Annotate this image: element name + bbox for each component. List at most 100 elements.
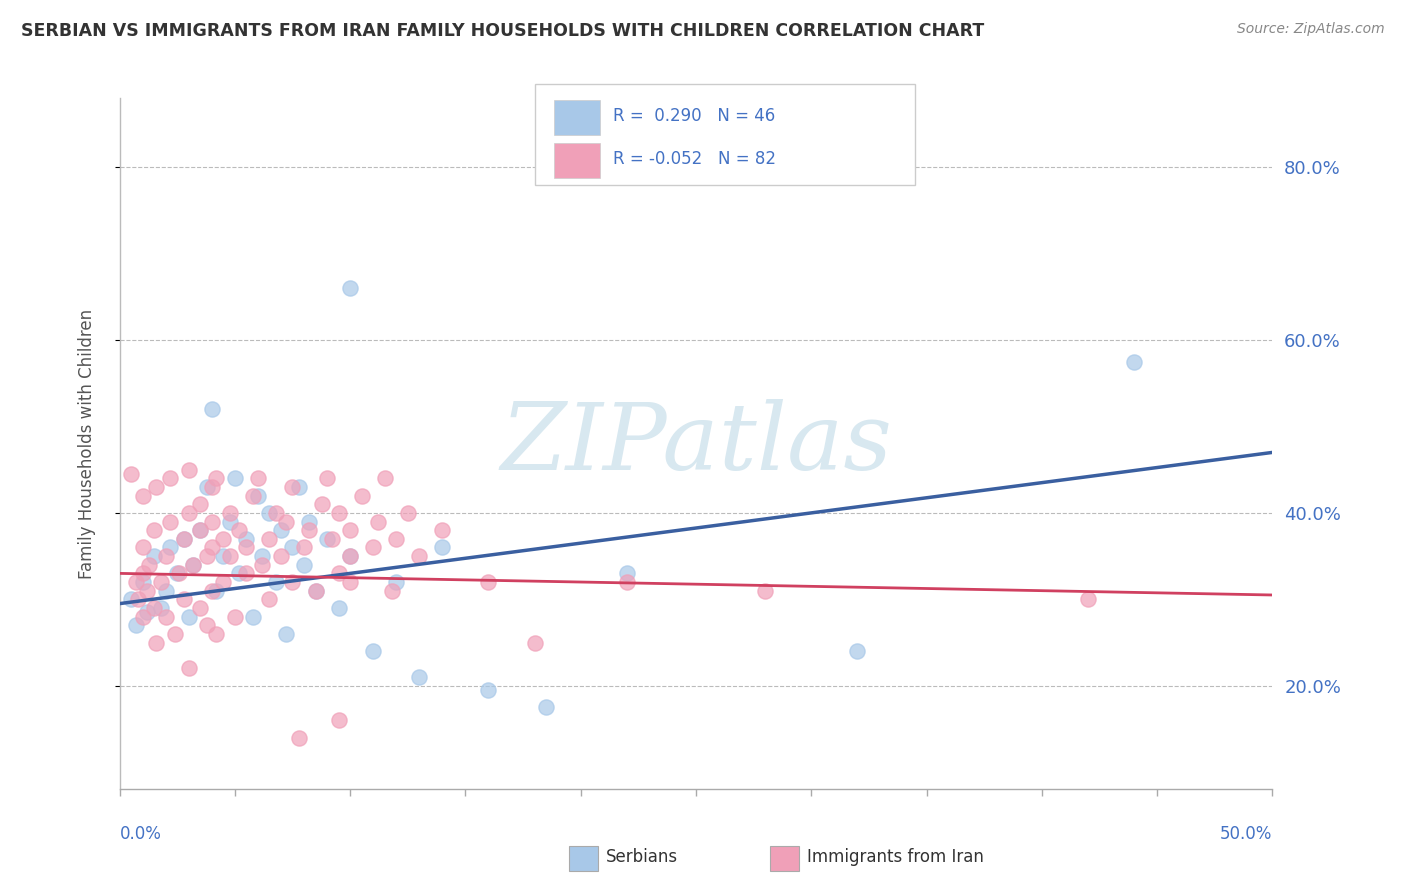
Point <box>143 601 166 615</box>
Point <box>212 575 235 590</box>
Text: R = -0.052   N = 82: R = -0.052 N = 82 <box>613 150 776 169</box>
Point <box>297 515 319 529</box>
Point <box>252 558 274 572</box>
Point <box>523 635 546 649</box>
Point <box>219 506 242 520</box>
Point <box>328 566 350 581</box>
Point <box>205 471 228 485</box>
Point <box>339 549 361 563</box>
Point <box>1123 354 1146 368</box>
Point <box>339 549 361 563</box>
Point <box>408 549 430 563</box>
Point <box>177 661 200 675</box>
Point <box>281 480 304 494</box>
Point <box>159 515 181 529</box>
Point <box>374 471 396 485</box>
Point <box>177 463 200 477</box>
Point <box>124 575 146 590</box>
Point <box>188 523 211 537</box>
Point <box>136 605 159 619</box>
Point <box>150 601 173 615</box>
Point <box>143 523 166 537</box>
Point <box>173 532 195 546</box>
Point <box>350 489 373 503</box>
Point <box>242 609 264 624</box>
Point <box>259 506 281 520</box>
Point <box>246 489 269 503</box>
Point <box>754 583 776 598</box>
Point <box>266 506 288 520</box>
Point <box>616 575 638 590</box>
Point <box>173 592 195 607</box>
Point <box>195 618 218 632</box>
Point <box>131 489 153 503</box>
Point <box>328 714 350 728</box>
Point <box>124 618 146 632</box>
Text: ZIPatlas: ZIPatlas <box>501 399 891 489</box>
Point <box>281 541 304 555</box>
Point <box>259 532 281 546</box>
Point <box>274 627 297 641</box>
Point <box>246 471 269 485</box>
Point <box>159 471 181 485</box>
Point <box>228 523 250 537</box>
Point <box>201 402 224 417</box>
Point <box>155 549 177 563</box>
Text: R =  0.290   N = 46: R = 0.290 N = 46 <box>613 107 775 125</box>
Point <box>1077 592 1099 607</box>
Point <box>274 515 297 529</box>
Point <box>131 609 153 624</box>
Point <box>292 541 315 555</box>
Point <box>339 523 361 537</box>
Point <box>201 515 224 529</box>
Point <box>304 583 326 598</box>
Point <box>120 592 142 607</box>
Point <box>311 497 333 511</box>
Point <box>201 583 224 598</box>
Point <box>224 609 246 624</box>
FancyBboxPatch shape <box>534 85 915 185</box>
Text: 50.0%: 50.0% <box>1220 825 1272 843</box>
Point <box>219 549 242 563</box>
Point <box>136 583 159 598</box>
Point <box>297 523 319 537</box>
Point <box>328 506 350 520</box>
Point <box>270 549 292 563</box>
Point <box>288 731 311 745</box>
Point <box>270 523 292 537</box>
Point <box>477 683 499 698</box>
Point <box>477 575 499 590</box>
Point <box>381 583 404 598</box>
Point <box>201 541 224 555</box>
FancyBboxPatch shape <box>554 144 600 178</box>
Point <box>155 609 177 624</box>
Point <box>138 558 160 572</box>
Point <box>316 532 339 546</box>
Point <box>181 558 204 572</box>
Point <box>127 592 149 607</box>
Point <box>432 541 454 555</box>
Point <box>339 281 361 295</box>
Point <box>120 467 142 481</box>
Point <box>195 480 218 494</box>
Point <box>361 644 384 658</box>
Point <box>205 583 228 598</box>
Point <box>212 549 235 563</box>
Point <box>361 541 384 555</box>
Point <box>408 670 430 684</box>
Point <box>177 609 200 624</box>
Point <box>235 541 257 555</box>
Point <box>292 558 315 572</box>
Point <box>143 549 166 563</box>
Point <box>159 541 181 555</box>
Point <box>846 644 869 658</box>
Point <box>177 506 200 520</box>
Y-axis label: Family Households with Children: Family Households with Children <box>77 309 96 579</box>
Point <box>228 566 250 581</box>
Point <box>321 532 343 546</box>
Point <box>266 575 288 590</box>
Point <box>201 480 224 494</box>
Text: SERBIAN VS IMMIGRANTS FROM IRAN FAMILY HOUSEHOLDS WITH CHILDREN CORRELATION CHAR: SERBIAN VS IMMIGRANTS FROM IRAN FAMILY H… <box>21 22 984 40</box>
Point <box>145 480 167 494</box>
Point <box>205 627 228 641</box>
